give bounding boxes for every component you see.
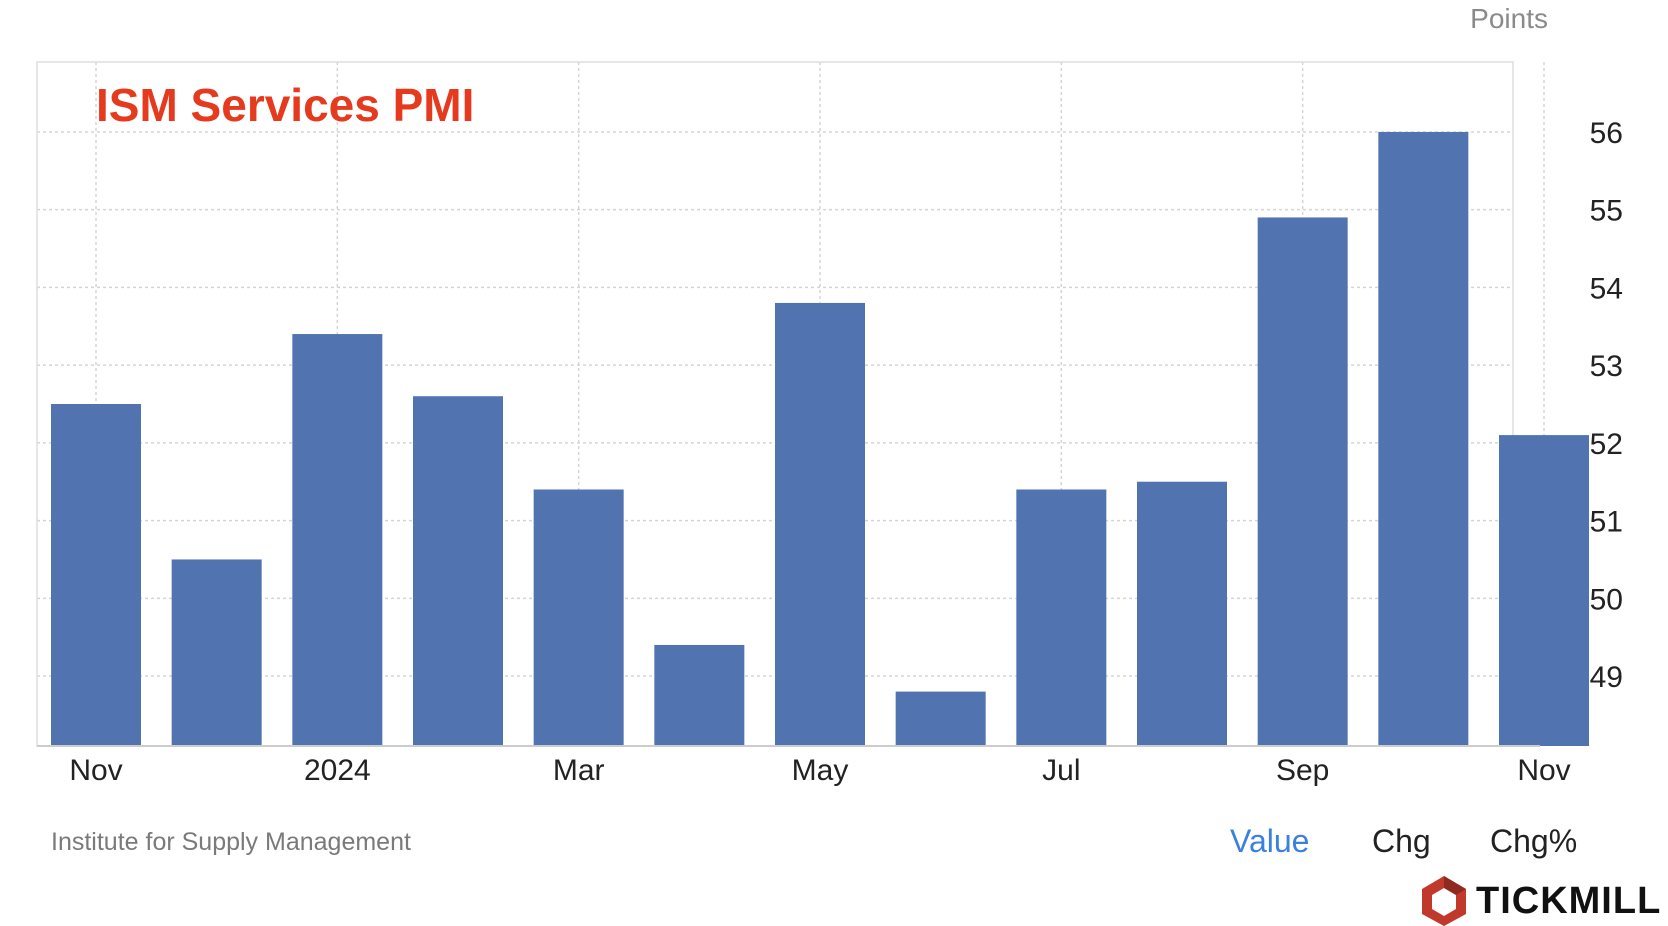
tab-chg[interactable]: Chg [1372,823,1431,859]
y-tick-label: 54 [1590,272,1623,305]
bar-sep-2024[interactable] [1257,217,1348,747]
bar-nov-2023[interactable] [51,404,141,746]
x-tick-label: May [792,754,849,787]
x-tick-label: Jul [1042,754,1080,787]
source-label: Institute for Supply Management [51,828,411,856]
bar-oct-2024[interactable] [1378,131,1469,747]
y-tick-label: 53 [1590,350,1623,383]
chart-title: ISM Services PMI [96,79,474,131]
y-tick-label: 56 [1590,117,1623,150]
tab-value[interactable]: Value [1230,823,1309,859]
x-tick-label: Sep [1276,754,1329,787]
y-tick-label: 52 [1590,428,1623,461]
y-tick-label: 50 [1590,583,1623,616]
tab-chg-percent[interactable]: Chg% [1490,823,1577,859]
bar-may-2024[interactable] [775,302,865,746]
bar-nov-2024[interactable] [1499,435,1589,746]
bar-jul-2024[interactable] [1016,489,1107,747]
bar-jun-2024[interactable] [895,691,986,746]
y-tick-label: 51 [1590,506,1623,539]
y-axis-unit-label: Points [1470,3,1548,34]
y-axis-ticks: 49 50 51 52 53 54 55 56 [1590,117,1623,694]
bar-mar-2024[interactable] [533,489,624,747]
y-tick-label: 49 [1590,661,1623,694]
tickmill-hexagon-logo-icon [1422,876,1466,926]
x-tick-label: Nov [69,754,122,787]
brand-logo: TICKMILL [1422,876,1661,926]
bar-jan-2024[interactable] [292,334,383,746]
bar-aug-2024[interactable] [1137,481,1227,746]
x-tick-label: Mar [553,754,605,787]
bar-feb-2024[interactable] [413,396,503,746]
x-axis-ticks: Nov 2024 Mar May Jul Sep Nov [69,754,1570,787]
brand-name: TICKMILL [1476,880,1661,922]
bar-dec-2023[interactable] [171,559,262,746]
view-tabs: Value Chg Chg% [1230,823,1577,859]
y-tick-label: 55 [1590,195,1623,228]
x-tick-label: 2024 [304,754,371,787]
x-tick-label: Nov [1517,754,1570,787]
bar-apr-2024[interactable] [654,644,745,746]
bars [51,131,1589,747]
